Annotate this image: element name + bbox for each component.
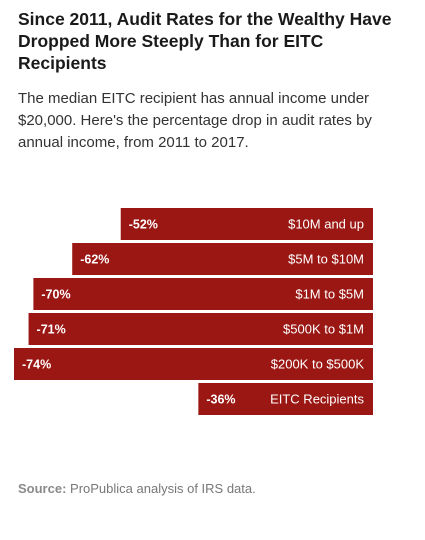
bar-value-label: -36%	[206, 393, 235, 407]
bar	[28, 313, 374, 345]
bar-group: -71% $500K to $1M	[28, 313, 374, 345]
bar-value-label: -70%	[41, 288, 70, 302]
bar-category-label: $1M to $5M	[295, 287, 364, 302]
bar-category-label: $200K to $500K	[271, 357, 365, 372]
bar-group: -52% $10M and up	[120, 208, 373, 240]
bar-category-label: $10M and up	[288, 217, 364, 232]
bar	[198, 383, 373, 415]
bar-value-label: -62%	[80, 253, 109, 267]
bar-group: -62% $5M to $10M	[72, 243, 373, 275]
source-text: ProPublica analysis of IRS data.	[70, 481, 256, 496]
bar	[33, 278, 374, 310]
bar-group: -36% EITC Recipients	[198, 383, 373, 415]
bar-category-label: EITC Recipients	[270, 392, 364, 407]
bar	[14, 348, 373, 380]
source-note: Source: ProPublica analysis of IRS data.	[18, 481, 256, 496]
bar-group: -74% $200K to $500K	[14, 348, 373, 380]
chart-title: Since 2011, Audit Rates for the Wealthy …	[18, 9, 392, 73]
bar	[72, 243, 373, 275]
bar-value-label: -52%	[129, 218, 158, 232]
source-label: Source:	[18, 481, 67, 496]
bar-chart: -52% $10M and up -62% $5M to $10M -70% $1M to…	[14, 208, 374, 415]
chart-subtitle: The median EITC recipient has annual inc…	[18, 90, 372, 151]
bar-category-label: $5M to $10M	[288, 252, 364, 267]
bar-value-label: -74%	[22, 358, 51, 372]
bar-group: -70% $1M to $5M	[33, 278, 374, 310]
bar-category-label: $500K to $1M	[283, 322, 364, 337]
bar-value-label: -71%	[37, 323, 66, 337]
bar	[120, 208, 373, 240]
